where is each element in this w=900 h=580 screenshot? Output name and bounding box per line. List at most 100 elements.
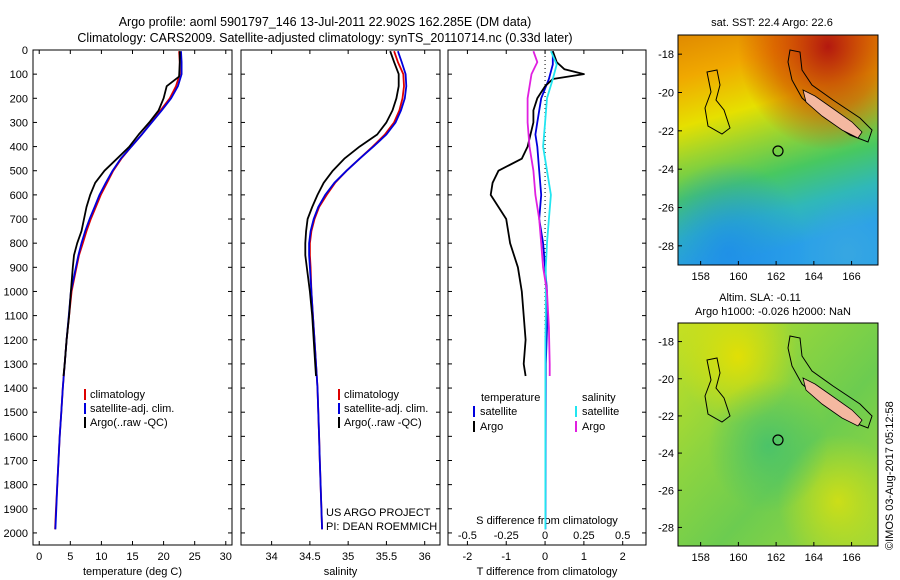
series-line-satellite-adj-clim- <box>308 50 408 530</box>
bathymetry-contour <box>704 357 731 423</box>
lon-tick-label: 164 <box>805 552 823 564</box>
lon-tick-label: 164 <box>805 271 823 283</box>
depth-tick-label: 1400 <box>4 383 28 395</box>
sst-map: -18 -20 -22 -24 -26 -28 158 160 162 164 166 <box>658 34 879 283</box>
bathymetry-contour <box>787 49 873 143</box>
lon-tick-label: 166 <box>842 552 860 564</box>
lon-tick-label: 158 <box>691 271 709 283</box>
figure-title-line2: Climatology: CARS2009. Satellite-adjuste… <box>77 31 572 45</box>
depth-tick-label: 1100 <box>4 311 28 323</box>
legend-label: Argo(..raw -QC) <box>90 417 168 429</box>
new-caledonia-land <box>802 377 863 427</box>
s-tick-label: 0 <box>542 530 548 542</box>
depth-tick-label: 1000 <box>4 286 28 298</box>
series-line-climatology <box>309 50 405 530</box>
x-tick-label: 10 <box>95 551 107 563</box>
lat-tick-label: -28 <box>658 241 674 253</box>
series-line-argo-raw-qc- <box>304 50 400 377</box>
sla-map: -18 -20 -22 -24 -26 -28 158 160 162 164 166 <box>658 322 879 564</box>
depth-tick-label: 100 <box>10 69 28 81</box>
x-axis-label: T difference from climatology <box>477 566 618 578</box>
difference-panel: -2 -1 0 1 2T difference from climatology S di… <box>447 49 647 578</box>
series-line-argo <box>489 50 585 377</box>
depth-tick-label: 1600 <box>4 431 28 443</box>
depth-tick-label: 1900 <box>4 504 28 516</box>
series-line-sat-salinity <box>542 50 558 530</box>
x-axis-label: temperature (deg C) <box>83 566 182 578</box>
x-tick-label: -2 <box>463 551 473 563</box>
lat-tick-label: -22 <box>658 126 674 138</box>
sla-map-title-1: Altim. SLA: -0.11 <box>719 292 801 304</box>
s-tick-label: 0.25 <box>573 530 594 542</box>
depth-tick-label: 500 <box>10 166 28 178</box>
depth-tick-label: 1200 <box>4 335 28 347</box>
x-tick-label: 0 <box>542 551 548 563</box>
depth-tick-label: 1800 <box>4 480 28 492</box>
pi-credit: PI: DEAN ROEMMICH <box>326 521 437 533</box>
series-line-climatology <box>54 51 181 530</box>
x-tick-label: 20 <box>157 551 169 563</box>
depth-tick-label: 200 <box>10 93 28 105</box>
legend-label: satellite-adj. clim. <box>90 403 174 415</box>
x-tick-label: 36 <box>419 551 431 563</box>
depth-tick-label: 300 <box>10 117 28 129</box>
s-tick-label: -0.25 <box>494 530 519 542</box>
x-tick-label: 35 <box>342 551 354 563</box>
plot-frame <box>240 49 441 546</box>
legend-label: Argo <box>480 421 503 433</box>
salinity-panel: 34 34.5 35 35.5 36 salinity climatology satelli… <box>240 49 441 578</box>
depth-tick-label: 800 <box>10 238 28 250</box>
temperature-panel: 0 5 10 15 20 25 30 temperature (deg C) climatolo… <box>32 49 233 578</box>
depth-axis: 0 100 200 300 400 500 600 700 800 900 1000 1100 1200… <box>4 45 28 540</box>
lat-tick-label: -18 <box>658 49 674 61</box>
lat-tick-label: -26 <box>658 485 674 497</box>
lat-tick-label: -20 <box>658 88 674 100</box>
x-tick-label: -1 <box>501 551 511 563</box>
new-caledonia-land <box>802 89 863 139</box>
plot-frame <box>447 49 647 546</box>
x-tick-label: 2 <box>620 551 626 563</box>
x-tick-label: 30 <box>220 551 232 563</box>
bathymetry-contour <box>787 335 873 429</box>
series-line-satellite <box>534 51 554 530</box>
x-tick-label: 35.5 <box>376 551 397 563</box>
imos-credit: ©IMOS 03-Aug-2017 05:12:58 <box>884 401 896 550</box>
x-axis-label: salinity <box>324 566 358 578</box>
depth-tick-label: 1300 <box>4 359 28 371</box>
plot-frame <box>32 49 233 546</box>
legend-label: climatology <box>90 389 146 401</box>
lon-tick-label: 162 <box>767 271 785 283</box>
depth-tick-label: 2000 <box>4 528 28 540</box>
sla-map-title-2: Argo h1000: -0.026 h2000: NaN <box>695 306 851 318</box>
lat-tick-label: -20 <box>658 374 674 386</box>
series-line-argo-raw-qc- <box>62 51 181 377</box>
argo-position-marker <box>772 434 784 446</box>
depth-tick-label: 0 <box>22 45 28 57</box>
lon-tick-label: 158 <box>691 552 709 564</box>
legend-label: Argo(..raw -QC) <box>344 417 422 429</box>
legend-label: satellite <box>480 406 517 418</box>
s-tick-label: 0.5 <box>615 530 630 542</box>
depth-tick-label: 900 <box>10 262 28 274</box>
x-tick-label: 25 <box>189 551 201 563</box>
lat-tick-label: -18 <box>658 337 674 349</box>
lon-tick-label: 160 <box>729 552 747 564</box>
x-tick-label: 34.5 <box>299 551 320 563</box>
depth-tick-label: 1500 <box>4 407 28 419</box>
depth-tick-label: 1700 <box>4 455 28 467</box>
lat-tick-label: -24 <box>658 448 674 460</box>
legend-label: climatology <box>344 389 400 401</box>
legend-heading-salinity: salinity <box>582 392 616 404</box>
x-tick-label: 0 <box>36 551 42 563</box>
lon-tick-label: 160 <box>729 271 747 283</box>
lon-tick-label: 162 <box>767 552 785 564</box>
depth-tick-label: 400 <box>10 142 28 154</box>
legend-label: satellite <box>582 406 619 418</box>
legend-heading-temperature: temperature <box>481 392 540 404</box>
legend-label: satellite-adj. clim. <box>344 403 428 415</box>
bathymetry-contour <box>704 69 731 135</box>
lat-tick-label: -26 <box>658 203 674 215</box>
series-line-argo-salinity <box>526 50 551 376</box>
series-line-satellite-adj-clim- <box>54 51 183 530</box>
